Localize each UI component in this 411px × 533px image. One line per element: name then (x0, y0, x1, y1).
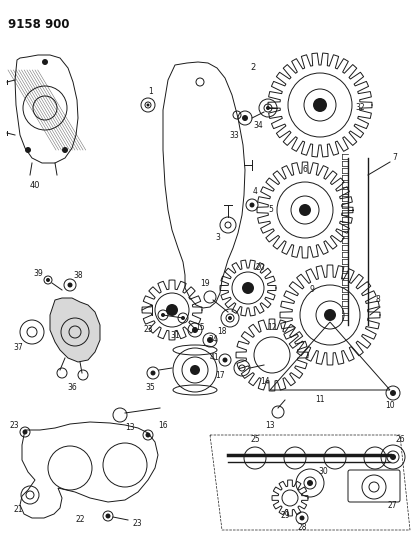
Circle shape (161, 313, 165, 317)
Text: 14: 14 (260, 377, 270, 386)
Text: 10: 10 (385, 400, 395, 409)
Text: 21: 21 (13, 505, 23, 514)
Circle shape (307, 480, 313, 486)
Text: 13: 13 (125, 424, 135, 432)
Text: 12: 12 (267, 324, 277, 333)
Text: 39: 39 (33, 269, 43, 278)
Circle shape (166, 304, 178, 316)
Text: 40: 40 (30, 181, 40, 190)
Text: 23: 23 (132, 519, 142, 528)
Circle shape (150, 370, 155, 376)
Text: 9158 900: 9158 900 (8, 18, 69, 31)
Text: 17: 17 (215, 370, 225, 379)
Text: 19: 19 (200, 279, 210, 287)
Text: 25: 25 (250, 435, 260, 445)
Circle shape (190, 365, 200, 375)
Text: 3: 3 (215, 233, 220, 243)
Text: 6: 6 (302, 166, 307, 174)
Text: 5: 5 (268, 206, 273, 214)
Text: 30: 30 (318, 467, 328, 477)
Text: 35: 35 (145, 383, 155, 392)
Text: 16: 16 (158, 421, 168, 430)
Circle shape (242, 115, 248, 121)
Circle shape (181, 316, 185, 320)
Circle shape (222, 358, 228, 362)
Text: 18: 18 (217, 327, 227, 336)
Circle shape (106, 513, 111, 519)
Circle shape (25, 147, 31, 153)
Circle shape (23, 430, 28, 434)
Text: 36: 36 (67, 384, 77, 392)
Text: 37: 37 (13, 343, 23, 352)
Text: 23: 23 (9, 421, 19, 430)
Text: 15: 15 (195, 324, 205, 333)
Text: 34: 34 (253, 120, 263, 130)
Text: 33: 33 (229, 131, 239, 140)
Circle shape (300, 515, 305, 521)
Text: 31: 31 (170, 330, 180, 340)
Text: 38: 38 (73, 271, 83, 279)
Circle shape (324, 309, 336, 321)
Text: 26: 26 (395, 435, 404, 445)
Circle shape (145, 432, 150, 438)
Text: 22: 22 (75, 515, 85, 524)
Text: 32: 32 (355, 103, 365, 112)
Text: 11: 11 (315, 395, 325, 405)
Text: 41: 41 (210, 353, 219, 362)
Circle shape (390, 390, 396, 396)
Circle shape (42, 59, 48, 65)
Text: 13: 13 (265, 421, 275, 430)
Circle shape (46, 278, 50, 282)
Circle shape (192, 327, 198, 333)
Circle shape (299, 204, 311, 216)
Circle shape (390, 454, 396, 460)
Circle shape (249, 203, 254, 207)
Text: 27: 27 (388, 500, 397, 510)
Circle shape (62, 147, 68, 153)
Circle shape (242, 282, 254, 294)
Text: 7: 7 (392, 154, 397, 163)
Text: 8: 8 (375, 295, 380, 304)
Text: 23: 23 (143, 326, 153, 335)
Circle shape (61, 318, 89, 346)
Text: 29: 29 (280, 511, 290, 520)
Text: 9: 9 (309, 286, 314, 295)
Text: 24: 24 (208, 335, 218, 344)
Polygon shape (50, 298, 100, 362)
Circle shape (313, 98, 327, 112)
Circle shape (228, 316, 232, 320)
Text: 1: 1 (149, 87, 153, 96)
Text: 20: 20 (255, 263, 265, 272)
Circle shape (67, 282, 72, 287)
Circle shape (207, 337, 213, 343)
Text: 4: 4 (253, 188, 257, 197)
Circle shape (146, 103, 150, 107)
Text: 2: 2 (250, 63, 255, 72)
Circle shape (266, 106, 270, 110)
Text: 28: 28 (297, 522, 307, 531)
